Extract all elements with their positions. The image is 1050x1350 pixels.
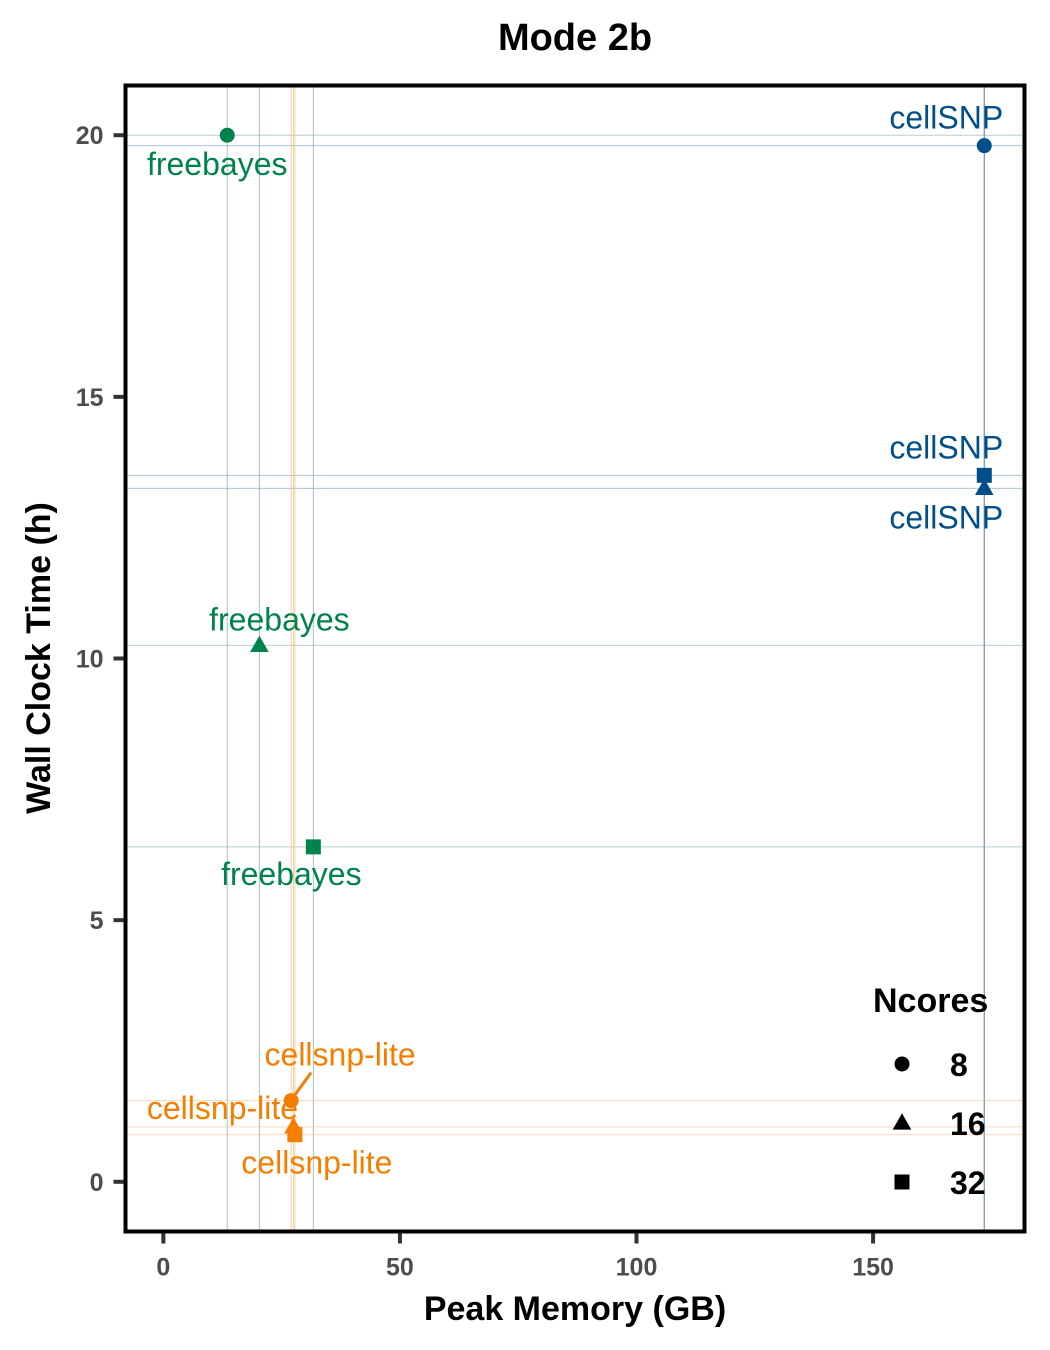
y-axis: 0 5 10 15 20 (76, 122, 124, 1197)
point-label-freebayes-8: freebayes (147, 146, 288, 182)
reference-lines (125, 85, 1025, 1232)
chart-title: Mode 2b (498, 17, 652, 59)
point-label-cellsnp-lite-32: cellsnp-lite (241, 1145, 392, 1181)
legend-title: Ncores (873, 982, 988, 1020)
point-label-freebayes-16: freebayes (209, 601, 350, 637)
legend-label: 32 (950, 1165, 986, 1201)
y-tick-label: 5 (90, 907, 104, 935)
x-tick-label: 100 (616, 1254, 658, 1282)
x-tick-label: 150 (852, 1254, 894, 1282)
y-tick-label: 20 (76, 122, 104, 150)
point-label-freebayes-32: freebayes (221, 856, 362, 892)
legend-key-square (894, 1174, 910, 1190)
legend-label: 8 (950, 1047, 968, 1083)
x-axis-title: Peak Memory (GB) (424, 1290, 726, 1328)
label-leaders (293, 1071, 313, 1096)
plot-panel-border (123, 83, 1027, 1234)
point-labels: freebayes freebayes freebayes cellSNP cellSN… (147, 100, 1003, 1181)
data-point-freebayes-16 (250, 635, 269, 653)
data-point-cellsnp-lite-32 (287, 1127, 303, 1143)
point-label-cellsnp-32: cellSNP (889, 429, 1003, 465)
data-points (219, 127, 994, 1143)
data-point-freebayes-8 (219, 127, 235, 143)
y-axis-title: Wall Clock Time (h) (20, 502, 58, 814)
x-tick-label: 0 (156, 1254, 170, 1282)
data-point-cellsnp-lite-8 (283, 1093, 299, 1109)
legend-label: 16 (950, 1106, 986, 1142)
data-point-cellsnp-8 (976, 138, 992, 154)
data-point-cellsnp-16 (974, 478, 994, 496)
x-tick-label: 50 (386, 1254, 414, 1282)
data-point-freebayes-32 (305, 839, 321, 855)
point-label-cellsnp-16: cellSNP (889, 499, 1003, 535)
point-label-cellsnp-lite-8: cellsnp-lite (265, 1037, 416, 1073)
legend-key-triangle (892, 1113, 912, 1130)
legend-key-circle (894, 1056, 910, 1072)
x-axis: 0 50 100 150 (156, 1233, 894, 1282)
y-tick-label: 10 (76, 646, 104, 674)
legend: Ncores 8 16 32 (873, 982, 988, 1201)
y-tick-label: 15 (76, 384, 104, 412)
label-leader-line (293, 1071, 313, 1096)
data-point-cellsnp-32 (976, 467, 992, 483)
point-label-cellsnp-8: cellSNP (889, 100, 1003, 136)
point-label-cellsnp-lite-16: cellsnp-lite (147, 1090, 298, 1126)
y-tick-label: 0 (90, 1169, 104, 1197)
